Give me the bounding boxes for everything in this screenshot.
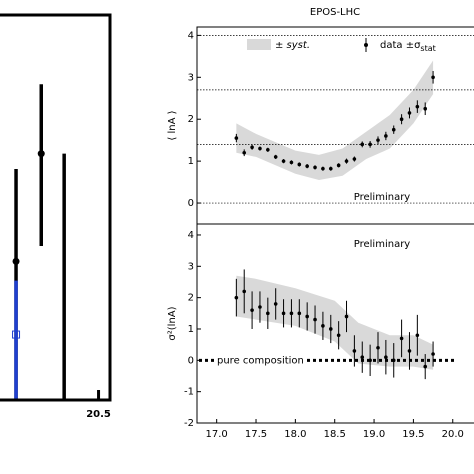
- y-tick-label: 0: [188, 198, 194, 209]
- axes-frame: [196, 223, 474, 424]
- x-tick-label: 19.0: [363, 429, 385, 440]
- data-marker: [242, 289, 247, 294]
- x-tick-label: 17.0: [206, 429, 228, 440]
- axes-frame: [0, 13, 112, 402]
- chart-title: EPOS-LHC: [310, 7, 360, 18]
- y-tick-label: 1: [188, 156, 194, 167]
- x-tick-label: 20.0: [442, 429, 464, 440]
- legend-text: data ±σ: [380, 40, 421, 51]
- data-marker: [352, 157, 357, 161]
- data-marker: [313, 165, 317, 170]
- data-marker: [368, 142, 372, 147]
- data-marker: [281, 159, 286, 163]
- legend-label: data ±σstat: [380, 40, 436, 53]
- reference-label: pure composition: [217, 355, 304, 366]
- data-marker: [376, 345, 380, 350]
- data-marker: [399, 336, 404, 341]
- data-marker: [415, 333, 420, 338]
- data-marker: [336, 333, 341, 338]
- syst-band: [236, 60, 434, 180]
- data-marker: [407, 349, 412, 353]
- data-marker: [12, 330, 21, 339]
- syst-band: [236, 275, 434, 370]
- x-tick-label: 20.5: [86, 409, 111, 420]
- data-marker: [305, 314, 309, 319]
- data-marker: [431, 352, 435, 356]
- data-marker: [344, 314, 349, 319]
- y-tick-label: 1: [188, 324, 194, 335]
- data-marker: [289, 311, 294, 316]
- data-marker: [423, 364, 428, 369]
- y-tick-label: 3: [188, 72, 194, 83]
- data-marker: [273, 302, 278, 306]
- legend-label: ± syst.: [275, 40, 310, 51]
- data-marker: [12, 257, 20, 265]
- y-tick-label: 0: [188, 355, 194, 366]
- data-marker: [297, 311, 302, 316]
- data-marker: [37, 150, 45, 158]
- y-tick-label: 4: [188, 30, 194, 41]
- y-tick-label: -2: [184, 418, 194, 429]
- data-marker: [368, 358, 372, 363]
- data-marker: [281, 311, 286, 316]
- preliminary-watermark: Preliminary: [354, 192, 411, 203]
- data-marker: [415, 104, 420, 109]
- data-marker: [384, 134, 388, 138]
- data-marker: [321, 324, 325, 328]
- data-marker: [321, 166, 325, 171]
- data-marker: [297, 162, 302, 167]
- data-marker: [391, 127, 396, 132]
- data-marker: [360, 142, 365, 147]
- data-marker: [258, 146, 262, 151]
- data-marker: [273, 155, 278, 159]
- legend-marker: [364, 43, 368, 47]
- data-marker: [376, 138, 380, 142]
- data-marker: [242, 150, 247, 155]
- data-marker: [407, 111, 412, 115]
- data-marker: [336, 163, 341, 168]
- data-marker: [352, 349, 357, 353]
- y-tick-label: 4: [188, 230, 194, 241]
- y-tick-label: 3: [188, 261, 194, 272]
- data-marker: [313, 317, 317, 322]
- data-marker: [399, 117, 404, 122]
- data-marker: [250, 145, 254, 150]
- x-tick-label: 18.5: [324, 429, 346, 440]
- x-tick-label: 17.5: [245, 429, 267, 440]
- legend-subscript: stat: [420, 44, 435, 53]
- label-bg: [216, 355, 305, 367]
- y-tick-label: 2: [188, 114, 194, 125]
- data-marker: [423, 106, 428, 111]
- y-axis-label: ⟨ lnA ⟩: [167, 110, 178, 140]
- data-marker: [266, 148, 270, 152]
- legend-swatch: [247, 39, 271, 50]
- data-marker: [289, 160, 294, 165]
- preliminary-watermark: Preliminary: [354, 239, 411, 250]
- x-tick-label: 19.5: [402, 429, 424, 440]
- y-tick-label: -1: [184, 387, 194, 398]
- data-marker: [328, 166, 333, 171]
- data-marker: [391, 358, 396, 363]
- data-marker: [360, 355, 365, 359]
- data-marker: [234, 136, 239, 140]
- data-marker: [250, 308, 254, 312]
- x-tick-label: 18.0: [284, 429, 306, 440]
- data-marker: [258, 305, 262, 309]
- y-axis-label: σ²(lnA): [167, 306, 178, 340]
- data-marker: [234, 295, 239, 300]
- data-marker: [344, 159, 349, 163]
- data-marker: [384, 355, 388, 359]
- data-marker: [305, 164, 309, 168]
- data-marker: [266, 311, 270, 316]
- y-tick-label: 2: [188, 293, 194, 304]
- data-marker: [328, 327, 333, 331]
- data-marker: [431, 75, 435, 80]
